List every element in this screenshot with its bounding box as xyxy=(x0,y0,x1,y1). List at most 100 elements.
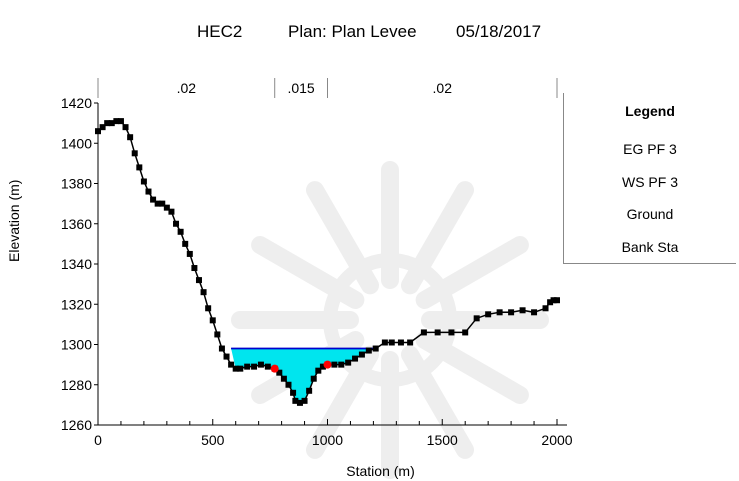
ground-point xyxy=(99,124,106,131)
ground-point xyxy=(407,339,414,346)
ground-point xyxy=(218,345,225,352)
bank-sta-point xyxy=(270,364,279,373)
y-axis-label: Elevation (m) xyxy=(6,179,22,262)
ground-point xyxy=(290,389,297,396)
chart-axes: 1260 1280 1300 1320 1340 1360 1380 1400 1420 0 500… xyxy=(61,95,573,448)
x-tick-label: 500 xyxy=(201,432,225,448)
ground-point xyxy=(223,353,230,360)
ground-point xyxy=(159,200,166,207)
y-tick-label: 1400 xyxy=(61,135,92,151)
ground-point xyxy=(531,309,538,316)
ground-point xyxy=(163,204,170,211)
chart-series xyxy=(95,118,560,406)
ground-point xyxy=(496,309,503,316)
ground-point xyxy=(214,331,221,338)
ground-point xyxy=(280,375,287,382)
ground-point xyxy=(547,299,554,306)
chart-title-plan: Plan: Plan Levee xyxy=(288,22,417,41)
ground-point xyxy=(145,188,152,195)
ground-point xyxy=(485,311,492,318)
ground-point xyxy=(550,297,557,304)
x-tick-label: 1500 xyxy=(427,432,458,448)
y-tick-label: 1260 xyxy=(61,417,92,433)
ground-point xyxy=(296,399,303,406)
ground-point xyxy=(315,367,322,374)
ground-point xyxy=(285,381,292,388)
ground-point xyxy=(542,305,549,312)
ground-point xyxy=(113,118,120,125)
manning-n-labels: .02 .015 .02 xyxy=(97,78,558,98)
y-tick-label: 1360 xyxy=(61,216,92,232)
ground-point xyxy=(448,329,455,336)
ground-point xyxy=(244,363,251,370)
ground-point xyxy=(140,178,147,185)
legend-label-ws: WS PF 3 xyxy=(621,174,678,190)
ground-point xyxy=(331,361,338,368)
ground-point xyxy=(372,345,379,352)
legend-label-bank-sta: Bank Sta xyxy=(621,239,679,255)
bank-sta-point xyxy=(323,360,332,369)
ground-point xyxy=(306,387,313,394)
ground-point xyxy=(276,369,283,376)
ground-point xyxy=(365,347,372,354)
y-tick-label: 1420 xyxy=(61,95,92,111)
ground-point xyxy=(209,317,216,324)
ground-point xyxy=(186,250,193,257)
y-tick-label: 1280 xyxy=(61,377,92,393)
ground-point xyxy=(173,220,180,227)
ground-point xyxy=(136,164,143,171)
x-tick-label: 2000 xyxy=(541,432,572,448)
y-tick-label: 1380 xyxy=(61,176,92,192)
watermark-ring xyxy=(323,253,457,387)
x-tick-label: 0 xyxy=(94,432,102,448)
ground-point xyxy=(508,309,515,316)
ground-point xyxy=(195,277,202,284)
ground-point xyxy=(200,289,207,296)
y-tick-label: 1300 xyxy=(61,337,92,353)
ground-point xyxy=(310,375,317,382)
ground-point xyxy=(301,397,308,404)
ground-point xyxy=(177,228,184,235)
legend-title: Legend xyxy=(625,103,675,119)
ground-point xyxy=(182,240,189,247)
ground-point xyxy=(257,361,264,368)
ground-point xyxy=(117,118,124,125)
chart-title-name: HEC2 xyxy=(197,22,243,41)
ground-point xyxy=(168,208,175,215)
ground-point xyxy=(237,365,244,372)
ground-point xyxy=(434,329,441,336)
ground-point xyxy=(381,339,388,346)
ground-point xyxy=(104,120,111,127)
ground-point xyxy=(127,134,134,141)
ground-point xyxy=(232,365,239,372)
x-tick-label: 1000 xyxy=(312,432,343,448)
ground-point xyxy=(319,363,326,370)
ground-point xyxy=(95,128,101,135)
ground-point xyxy=(338,361,345,368)
ground-point xyxy=(264,363,271,370)
ground-point xyxy=(420,329,427,336)
ground-point xyxy=(154,200,161,207)
ground-point xyxy=(292,397,299,404)
ground-point xyxy=(108,120,115,127)
ground-point xyxy=(358,351,365,358)
manning-n-label: .02 xyxy=(433,80,453,96)
x-axis-label: Station (m) xyxy=(346,463,415,479)
legend-label-ground: Ground xyxy=(626,206,674,222)
manning-n-label: .02 xyxy=(177,80,197,96)
manning-n-label: .015 xyxy=(287,80,314,96)
ground-point xyxy=(397,339,404,346)
ground-point xyxy=(554,297,560,304)
ground-point xyxy=(519,307,526,314)
legend: Legend EG PF 3 WS PF 3 Ground Bank Sta xyxy=(563,93,736,264)
ground-point xyxy=(388,339,395,346)
ground-point xyxy=(345,359,352,366)
ground-point xyxy=(462,329,469,336)
ground-point xyxy=(473,315,480,322)
legend-label-eg: EG PF 3 xyxy=(623,141,677,157)
ground-point xyxy=(251,363,258,370)
ground-point xyxy=(191,265,198,272)
y-tick-label: 1340 xyxy=(61,256,92,272)
chart-title-date: 05/18/2017 xyxy=(456,22,542,41)
